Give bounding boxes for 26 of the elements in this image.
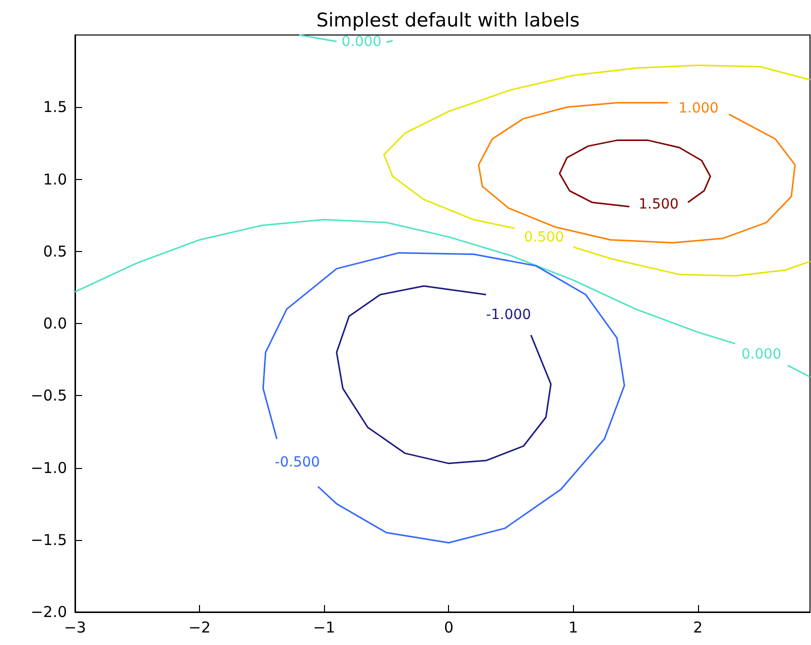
series-label: 1.000 bbox=[678, 100, 719, 117]
x-tick-label: 0 bbox=[444, 618, 454, 636]
y-tick-label: 1.5 bbox=[43, 98, 67, 116]
x-tick-label: −3 bbox=[64, 618, 86, 636]
line-series bbox=[558, 140, 712, 208]
series-label: 0.500 bbox=[524, 230, 564, 246]
series-label: 0.000 bbox=[741, 346, 782, 363]
x-tick-label: −1 bbox=[313, 618, 336, 636]
y-tick-label: 0.5 bbox=[43, 242, 67, 260]
x-tick-label: −2 bbox=[188, 618, 211, 636]
series-label: -1.000 bbox=[486, 306, 532, 323]
series-label: 1.500 bbox=[638, 196, 679, 212]
series-label: 0.000 bbox=[341, 34, 382, 50]
y-tick-label: −0.5 bbox=[30, 386, 67, 405]
line-series bbox=[478, 102, 796, 244]
y-tick-label: 0.0 bbox=[43, 314, 67, 332]
y-tick-label: −1.0 bbox=[30, 458, 67, 477]
y-tick-label: −1.5 bbox=[30, 530, 67, 549]
series-label: -0.500 bbox=[274, 454, 320, 471]
x-tick-label: 2 bbox=[693, 618, 703, 636]
line-series bbox=[336, 285, 552, 464]
y-tick-label: −2.0 bbox=[30, 603, 67, 621]
line-series bbox=[262, 252, 626, 544]
y-tick-label: 1.0 bbox=[43, 170, 67, 188]
chart-title: Simplest default with labels bbox=[316, 10, 580, 32]
x-tick-label: 1 bbox=[568, 618, 578, 636]
